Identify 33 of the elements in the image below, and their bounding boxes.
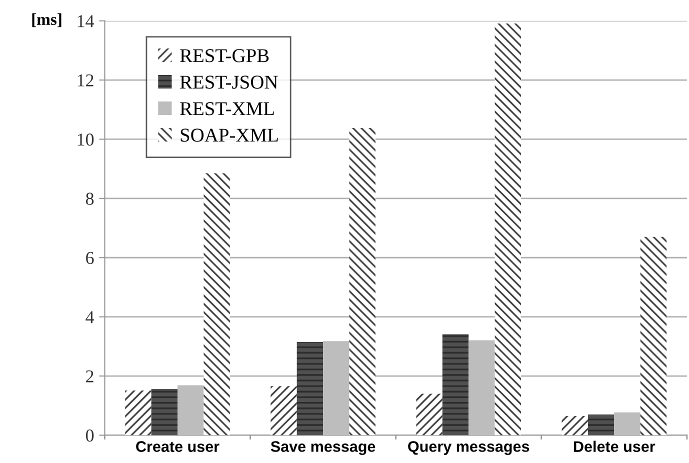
- y-axis-title: [ms]: [32, 13, 62, 28]
- x-tick-label: Query messages: [408, 441, 530, 456]
- bar: [323, 341, 350, 436]
- bar: [562, 416, 588, 436]
- y-tick-label: 12: [78, 74, 94, 86]
- bar: [296, 342, 324, 436]
- y-tick-label: 4: [86, 311, 94, 324]
- legend-label: REST-GPB: [180, 49, 269, 62]
- bar: [151, 389, 178, 436]
- legend-label: REST-JSON: [180, 76, 278, 89]
- legend-label: SOAP-XML: [180, 128, 278, 142]
- x-tick-label: Save message: [270, 441, 376, 456]
- y-tick-label: 10: [78, 133, 94, 146]
- x-tick-label: Create user: [136, 441, 220, 452]
- y-tick-label: 0: [86, 429, 94, 442]
- bar: [125, 390, 152, 436]
- bar: [640, 236, 667, 436]
- bar: [204, 173, 230, 436]
- y-tick-label: 14: [78, 15, 94, 28]
- bar: [178, 385, 204, 436]
- bar: [494, 24, 522, 436]
- bar: [349, 128, 376, 436]
- bar: [614, 412, 640, 436]
- bar: [416, 394, 442, 436]
- bar: [442, 334, 469, 436]
- x-tick-label: Delete user: [574, 440, 656, 452]
- y-tick-label: 2: [86, 370, 94, 382]
- bar: [468, 340, 495, 436]
- y-tick-label: 6: [86, 252, 94, 264]
- bar: [270, 386, 297, 436]
- legend-label: REST-XML: [180, 102, 274, 116]
- y-tick-label: 8: [86, 192, 94, 205]
- bar: [588, 414, 614, 436]
